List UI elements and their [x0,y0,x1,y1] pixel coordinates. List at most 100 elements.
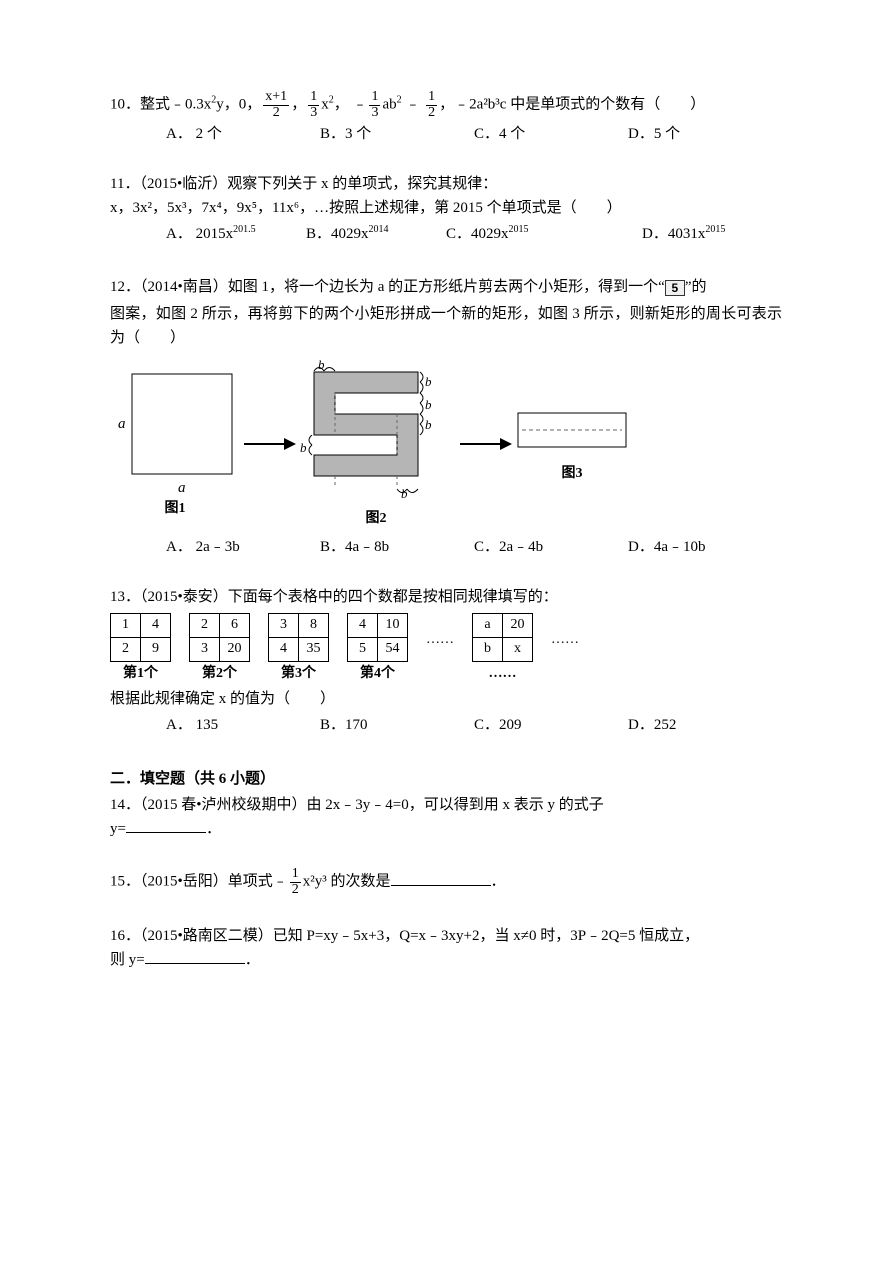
figure-2-svg: b b b b b b [296,356,456,506]
question-11-line1: 11．（2015•临沂）观察下列关于 x 的单项式，探究其规律： [110,172,782,196]
opt-b-sup: 2014 [369,224,389,235]
question-11-line2: x，3x²，5x³，7x⁴，9x⁵，11x⁶，…按照上述规律，第 2015 个单… [110,196,782,220]
table-grid: 410554 [347,613,408,662]
option-b: B．3 个 [320,122,474,146]
question-14: 14．（2015 春•泸州校级期中）由 2x﹣3y﹣4=0，可以得到用 x 表示… [110,793,782,841]
question-16-line1: 16．（2015•路南区二模）已知 P=xy﹣5x+3，Q=x﹣3xy+2，当 … [110,924,782,948]
table-cell: 10 [378,613,408,637]
table-cell: 1 [111,613,141,637]
q15-pre: 15．（2015•岳阳）单项式﹣ [110,874,288,890]
question-10-options: A． 2 个 B．3 个 C．4 个 D．5 个 [110,122,782,146]
question-12-options: A． 2a﹣3b B．4a﹣8b C．2a﹣4b D．4a﹣10b [110,535,782,559]
q12-t2: ”的 [685,279,707,295]
q10-t1: 10．整式﹣0.3x [110,97,211,113]
question-10: 10．整式﹣0.3x2y，0，x+12，13x2， ﹣13ab2 ﹣ 12，﹣2… [110,90,782,146]
table-cell: 54 [378,637,408,661]
frac-den: 2 [426,106,437,121]
fraction: 13 [369,90,380,120]
question-13-stem: 13．（2015•泰安）下面每个表格中的四个数都是按相同规律填写的： [110,585,782,609]
question-10-stem: 10．整式﹣0.3x2y，0，x+12，13x2， ﹣13ab2 ﹣ 12，﹣2… [110,90,782,120]
question-14-line1: 14．（2015 春•泸州校级期中）由 2x﹣3y﹣4=0，可以得到用 x 表示… [110,793,782,817]
table-grid: 38435 [268,613,329,662]
svg-text:a: a [118,416,126,432]
question-12-figures: a a 图1 b b [110,356,782,530]
table-cell: 2 [190,613,220,637]
option-c: C．4 个 [474,122,628,146]
option-b: B．4029x2014 [306,222,446,246]
table-cell: 8 [299,613,329,637]
option-c: C．2a﹣4b [474,535,628,559]
table-cell: 5 [348,637,378,661]
q10-t6: ab [382,97,396,113]
svg-text:b: b [318,357,325,372]
q10-t3: ， [291,97,306,113]
svg-text:b: b [425,397,432,412]
q10-t4: x [321,97,329,113]
mini-table: a20bx…… [472,613,533,685]
table-cell: 6 [220,613,250,637]
fraction: 12 [426,90,437,120]
table-cell: 9 [141,637,171,661]
question-15: 15．（2015•岳阳）单项式﹣12x²y³ 的次数是． [110,867,782,897]
fill-blank [391,871,491,886]
frac-num: 1 [426,90,437,106]
frac-num: 1 [369,90,380,106]
question-16-line2: 则 y=． [110,948,782,972]
question-13-options: A． 135 B．170 C．209 D．252 [110,713,782,737]
table-cell: 20 [220,637,250,661]
svg-text:b: b [300,440,307,455]
question-13-line2: 根据此规律确定 x 的值为（ ） [110,687,782,711]
option-d: D．4031x2015 [642,222,782,246]
mini-table: 410554第4个 [347,613,408,685]
option-d: D．252 [628,713,782,737]
table-cell: 3 [269,613,299,637]
question-13-tables: 1429第1个26320第2个38435第3个410554第4个……a20bx…… [110,613,782,685]
question-12-stem2: 图案，如图 2 所示，再将剪下的两个小矩形拼成一个新的矩形，如图 3 所示，则新… [110,302,782,350]
fill-blank [126,818,206,833]
question-11: 11．（2015•临沂）观察下列关于 x 的单项式，探究其规律： x，3x²，5… [110,172,782,246]
q10-t7: ﹣ [402,97,425,113]
q14-pre: y= [110,821,126,837]
q10-t2: y，0， [216,97,261,113]
opt-c-pre: C．4029x [446,226,509,242]
opt-a-sup: 201.5 [233,224,256,235]
table-caption: 第2个 [189,663,250,685]
opt-b-pre: B．4029x [306,226,369,242]
figure-1-caption: 图1 [110,498,240,520]
table-cell: 4 [348,613,378,637]
question-12-stem1: 12．（2014•南昌）如图 1，将一个边长为 a 的正方形纸片剪去两个小矩形，… [110,272,782,302]
q10-t8: ，﹣2a²b³c 中是单项式的个数有（ ） [439,97,705,113]
fraction: 13 [308,90,319,120]
frac-num: x+1 [263,90,289,106]
arrow-icon [240,429,296,459]
option-b: B．170 [320,713,474,737]
table-grid: 26320 [189,613,250,662]
option-a: A． 2015x201.5 [166,222,306,246]
frac-den: 3 [369,106,380,121]
figure-1: a a 图1 [110,366,240,520]
frac-num: 1 [308,90,319,106]
figure-2: b b b b b b 图2 [296,356,456,530]
table-dots: …… [551,629,579,669]
option-d: D．5 个 [628,122,782,146]
table-cell: 35 [299,637,329,661]
table-cell: 2 [111,637,141,661]
svg-text:b: b [425,374,432,389]
svg-text:b: b [401,486,408,501]
table-grid: 1429 [110,613,171,662]
table-caption: 第1个 [110,663,171,685]
option-b: B．4a﹣8b [320,535,474,559]
table-cell: 20 [503,613,533,637]
figure-3-caption: 图3 [512,463,632,485]
table-dots: …… [426,629,454,669]
question-16: 16．（2015•路南区二模）已知 P=xy﹣5x+3，Q=x﹣3xy+2，当 … [110,924,782,972]
section-2-heading: 二．填空题（共 6 小题） [110,767,782,791]
table-cell: b [473,637,503,661]
table-caption: 第3个 [268,663,329,685]
opt-c-sup: 2015 [509,224,529,235]
figure-3-svg [512,401,632,461]
option-d: D．4a﹣10b [628,535,782,559]
mini-table: 1429第1个 [110,613,171,685]
mini-table: 38435第3个 [268,613,329,685]
q15-end: ． [491,874,506,890]
